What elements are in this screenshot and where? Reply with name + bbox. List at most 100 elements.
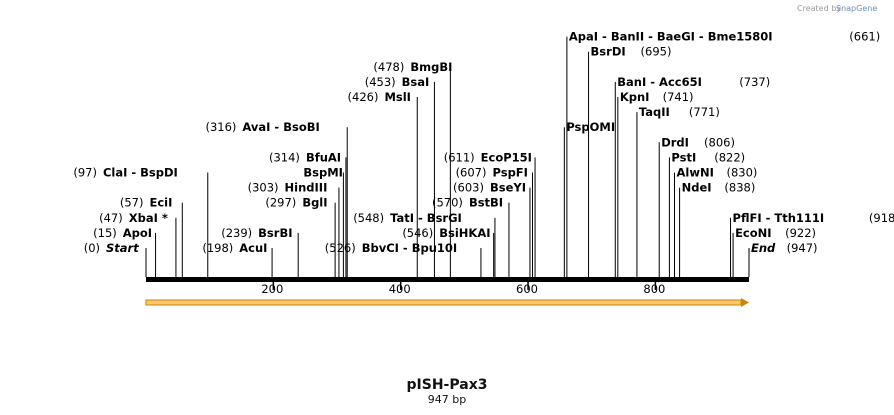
- ruler-tick-label: 200: [261, 282, 283, 296]
- enzyme-site-bgli[interactable]: (297) BglI: [265, 196, 327, 210]
- site-position: (57): [120, 196, 144, 210]
- enzyme-site-ecop15i[interactable]: (611) EcoP15I: [444, 150, 532, 164]
- site-name: ClaI - BspDI: [103, 166, 178, 180]
- site-position: (822): [714, 150, 745, 164]
- site-position: (198): [202, 241, 233, 255]
- enzyme-site-ecii[interactable]: (57) EciI: [120, 196, 173, 210]
- site-name: BspMI: [303, 166, 343, 180]
- site-name: AlwNI: [677, 166, 714, 180]
- site-name: ApaI - BanII - BaeGI - Bme1580I: [569, 30, 773, 44]
- site-position: (548): [353, 211, 384, 225]
- enzyme-site-bmgbi[interactable]: (478) BmgBI: [373, 60, 452, 74]
- site-name: TatI - BsrGI: [390, 211, 462, 225]
- site-position: (97): [73, 166, 97, 180]
- enzyme-site-bfuai[interactable]: (314) BfuAI: [269, 150, 341, 164]
- plasmid-length: 947 bp: [428, 393, 466, 406]
- enzyme-site-xbai[interactable]: (47) XbaI *: [99, 211, 168, 225]
- site-name: PstI: [671, 150, 696, 164]
- site-position: (316): [205, 120, 236, 134]
- snapgene-logo-icon: SnapGene: [836, 4, 877, 13]
- enzyme-site-bbvci[interactable]: (526) BbvCI - Bpu10I: [325, 241, 457, 255]
- enzyme-site-alwni[interactable]: AlwNI (830): [677, 166, 758, 180]
- site-name: BanI - Acc65I: [617, 75, 702, 89]
- enzyme-site-bsrbi[interactable]: (239) BsrBI: [221, 226, 292, 240]
- site-position: (15): [93, 226, 117, 240]
- site-name: End: [751, 241, 776, 255]
- enzyme-site-psti[interactable]: PstI (822): [671, 150, 745, 164]
- site-name: PspOMI: [566, 120, 615, 134]
- site-name: BsaI: [402, 75, 430, 89]
- site-name: BglI: [302, 196, 327, 210]
- site-name: BsrDI: [591, 45, 626, 59]
- site-name: Start: [106, 241, 139, 255]
- ruler-tick-label: 400: [389, 282, 411, 296]
- site-name: AvaI - BsoBI: [242, 120, 319, 134]
- site-name: TaqII: [639, 105, 670, 119]
- enzyme-site-pspomi[interactable]: PspOMI: [566, 120, 615, 134]
- enzyme-site-bsihkai[interactable]: (546) BsiHKAI: [402, 226, 490, 240]
- ruler: 200 400 600 800: [261, 282, 665, 296]
- enzyme-site-drdi[interactable]: DrdI (806): [661, 135, 735, 149]
- site-position: (922): [785, 226, 816, 240]
- enzyme-site-ndei[interactable]: NdeI (838): [682, 181, 756, 195]
- enzyme-site-apoi[interactable]: (15) ApoI: [93, 226, 152, 240]
- feature-arrow[interactable]: [145, 298, 749, 307]
- enzyme-site-clai[interactable]: (97) ClaI - BspDI: [73, 166, 177, 180]
- site-position: (741): [663, 90, 694, 104]
- backbone-strand: [146, 277, 749, 282]
- enzyme-site-bstbi[interactable]: (570) BstBI: [432, 196, 503, 210]
- enzyme-site-apai[interactable]: ApaI - BanII - BaeGI - Bme1580I (661): [569, 30, 880, 44]
- site-position: (603): [453, 181, 484, 195]
- enzyme-site-bani[interactable]: BanI - Acc65I (737): [617, 75, 770, 89]
- site-position: (695): [641, 45, 672, 59]
- enzyme-site-taqii[interactable]: TaqII (771): [639, 105, 720, 119]
- site-position: (611): [444, 150, 475, 164]
- site-name: EciI: [149, 196, 172, 210]
- enzyme-site-tati[interactable]: (548) TatI - BsrGI: [353, 211, 462, 225]
- enzyme-site-bspmi[interactable]: BspMI: [303, 166, 343, 180]
- enzyme-site-econi[interactable]: EcoNI (922): [735, 226, 816, 240]
- site-name: PspFI: [493, 166, 528, 180]
- site-position: (607): [456, 166, 487, 180]
- enzyme-site-bsrdi[interactable]: BsrDI (695): [591, 45, 672, 59]
- site-name: BfuAI: [306, 150, 341, 164]
- enzyme-site-bsai[interactable]: (453) BsaI: [365, 75, 430, 89]
- site-name: MslI: [384, 90, 411, 104]
- enzyme-site-end[interactable]: End (947): [751, 241, 818, 255]
- enzyme-site-acui[interactable]: (198) AcuI: [202, 241, 267, 255]
- site-position: (426): [348, 90, 379, 104]
- site-position: (771): [689, 105, 720, 119]
- site-name: BbvCI - Bpu10I: [362, 241, 457, 255]
- site-position: (546): [402, 226, 433, 240]
- site-name: EcoP15I: [481, 150, 532, 164]
- site-position: (453): [365, 75, 396, 89]
- site-position: (0): [84, 241, 100, 255]
- enzyme-site-avai[interactable]: (316) AvaI - BsoBI: [205, 120, 319, 134]
- enzyme-site-start[interactable]: (0) Start: [84, 241, 140, 255]
- site-name: AcuI: [239, 241, 267, 255]
- enzyme-site-kpni[interactable]: KpnI (741): [620, 90, 694, 104]
- site-position: (303): [248, 181, 279, 195]
- site-position: (830): [727, 166, 758, 180]
- site-position: (314): [269, 150, 300, 164]
- enzyme-site-pflfi[interactable]: PflFI - Tth111I (918): [733, 211, 894, 225]
- site-position: (838): [724, 181, 755, 195]
- site-position: (297): [265, 196, 296, 210]
- site-position: (526): [325, 241, 356, 255]
- site-position: (478): [373, 60, 404, 74]
- site-position: (918): [869, 211, 894, 225]
- enzyme-site-pspfi[interactable]: (607) PspFI: [456, 166, 528, 180]
- site-name: BstBI: [469, 196, 503, 210]
- site-name: HindIII: [285, 181, 328, 195]
- enzyme-site-hindiii[interactable]: (303) HindIII: [248, 181, 328, 195]
- cut-site-lines: [145, 36, 750, 277]
- site-name: ApoI: [123, 226, 152, 240]
- enzyme-site-msli[interactable]: (426) MslI: [348, 90, 411, 104]
- site-name: DrdI: [661, 135, 689, 149]
- site-position: (239): [221, 226, 252, 240]
- site-name: KpnI: [620, 90, 650, 104]
- site-position: (737): [739, 75, 770, 89]
- enzyme-site-bseyi[interactable]: (603) BseYI: [453, 181, 526, 195]
- site-name: BseYI: [490, 181, 526, 195]
